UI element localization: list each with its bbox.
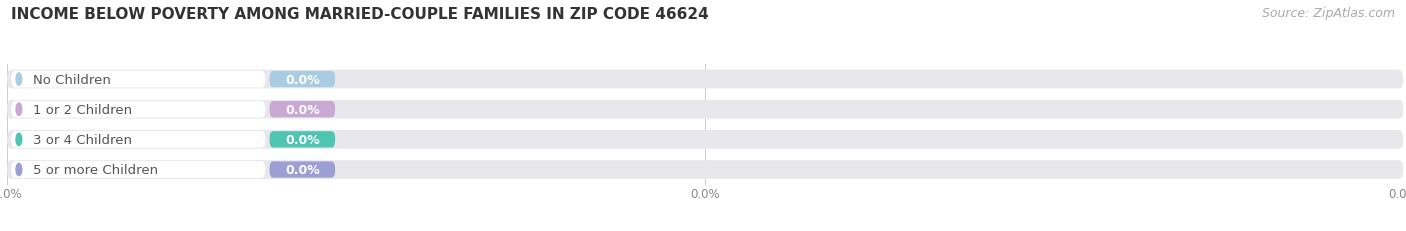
Text: Source: ZipAtlas.com: Source: ZipAtlas.com <box>1261 7 1395 20</box>
Text: 5 or more Children: 5 or more Children <box>32 163 157 176</box>
Circle shape <box>15 103 21 116</box>
Text: 3 or 4 Children: 3 or 4 Children <box>32 133 132 146</box>
FancyBboxPatch shape <box>270 162 335 178</box>
Text: 0.0%: 0.0% <box>285 73 319 86</box>
FancyBboxPatch shape <box>11 71 266 88</box>
FancyBboxPatch shape <box>7 100 1403 119</box>
Text: INCOME BELOW POVERTY AMONG MARRIED-COUPLE FAMILIES IN ZIP CODE 46624: INCOME BELOW POVERTY AMONG MARRIED-COUPL… <box>11 7 709 22</box>
Text: No Children: No Children <box>32 73 111 86</box>
FancyBboxPatch shape <box>11 131 266 148</box>
FancyBboxPatch shape <box>270 102 335 118</box>
Text: 0.0%: 0.0% <box>285 133 319 146</box>
Circle shape <box>15 134 21 146</box>
Text: 0.0%: 0.0% <box>285 163 319 176</box>
Circle shape <box>15 73 21 86</box>
Text: 0.0%: 0.0% <box>285 103 319 116</box>
FancyBboxPatch shape <box>270 72 335 88</box>
FancyBboxPatch shape <box>11 101 266 118</box>
FancyBboxPatch shape <box>270 132 335 148</box>
FancyBboxPatch shape <box>7 70 1403 89</box>
FancyBboxPatch shape <box>7 131 1403 149</box>
Circle shape <box>15 164 21 176</box>
FancyBboxPatch shape <box>11 161 266 178</box>
FancyBboxPatch shape <box>7 161 1403 179</box>
Text: 1 or 2 Children: 1 or 2 Children <box>32 103 132 116</box>
